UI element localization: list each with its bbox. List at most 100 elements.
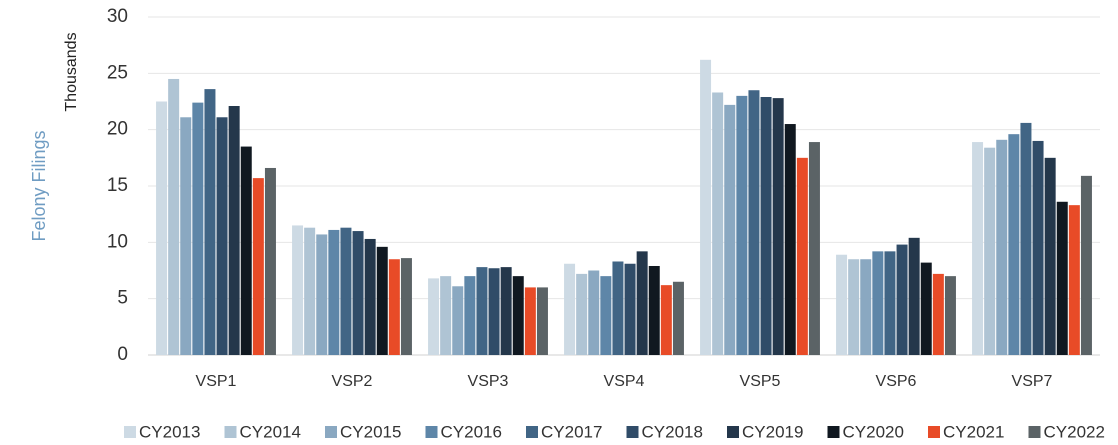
y-tick-label: 10 xyxy=(107,231,128,252)
legend-label: CY2016 xyxy=(441,422,502,441)
bar xyxy=(576,273,588,355)
bar xyxy=(760,96,772,355)
bar xyxy=(612,261,624,355)
bar xyxy=(724,104,736,355)
x-tick-label: VSP2 xyxy=(332,373,373,390)
legend-swatch xyxy=(124,426,136,438)
legend-swatch xyxy=(425,426,438,438)
bar xyxy=(376,246,388,355)
bar xyxy=(784,124,796,356)
legend-label: CY2013 xyxy=(139,422,200,441)
legend-swatch xyxy=(626,426,639,438)
bar xyxy=(476,267,488,355)
y-tick-label: 5 xyxy=(117,288,128,309)
bar xyxy=(872,251,884,355)
legend-label: CY2021 xyxy=(943,422,1004,441)
bar xyxy=(488,268,500,355)
legend-swatch xyxy=(727,426,739,438)
bar xyxy=(192,102,204,355)
bar xyxy=(352,231,364,355)
bar xyxy=(1020,122,1032,355)
legend-label: CY2022 xyxy=(1044,422,1105,441)
legend-label: CY2014 xyxy=(240,422,301,441)
bar xyxy=(304,227,316,355)
bar xyxy=(660,285,672,355)
bar xyxy=(524,287,536,355)
bar xyxy=(624,263,636,355)
y-tick-label: 25 xyxy=(107,62,128,83)
y-tick-label: 20 xyxy=(107,119,128,140)
bar xyxy=(736,95,748,355)
x-tick-label: VSP7 xyxy=(1012,373,1053,390)
bar xyxy=(1056,201,1068,355)
bar xyxy=(1068,205,1080,355)
legend-label: CY2019 xyxy=(742,422,803,441)
legend-swatch xyxy=(325,426,337,438)
bar xyxy=(932,273,944,355)
legend-label: CY2015 xyxy=(340,422,401,441)
bar xyxy=(600,276,612,355)
bar xyxy=(512,276,524,355)
bar xyxy=(1080,175,1092,355)
bar xyxy=(1008,134,1020,355)
bar xyxy=(328,229,340,355)
bar xyxy=(400,258,412,355)
legend-label: CY2020 xyxy=(843,422,904,441)
bar xyxy=(636,251,648,355)
bar xyxy=(252,178,264,355)
bar xyxy=(464,276,476,355)
bar xyxy=(216,117,228,355)
bar xyxy=(204,89,216,356)
bar xyxy=(340,227,352,355)
bar xyxy=(700,59,712,356)
bar xyxy=(860,259,872,355)
bar xyxy=(180,117,192,355)
legend-swatch xyxy=(928,426,940,438)
bar xyxy=(920,262,932,355)
x-tick-label: VSP4 xyxy=(604,373,645,390)
bar xyxy=(1044,157,1056,355)
bar xyxy=(748,90,760,355)
bar xyxy=(536,287,548,355)
bar xyxy=(808,142,820,355)
legend-swatch xyxy=(827,426,840,438)
y-axis-title: Felony Filings xyxy=(29,130,49,241)
y-tick-label: 0 xyxy=(117,344,128,365)
legend-swatch xyxy=(224,426,237,438)
legend-swatch xyxy=(1028,426,1041,438)
bar xyxy=(388,259,400,355)
x-tick-label: VSP6 xyxy=(876,373,917,390)
bar xyxy=(984,147,996,355)
bar xyxy=(364,238,376,355)
bar xyxy=(228,106,240,355)
bar xyxy=(564,263,576,355)
bar xyxy=(240,146,252,355)
legend-swatch xyxy=(526,426,538,438)
bar xyxy=(896,244,908,355)
bar xyxy=(908,237,920,355)
bar xyxy=(588,270,600,355)
bar xyxy=(452,286,464,355)
bar xyxy=(712,92,724,355)
unit-label: Thousands xyxy=(63,32,80,111)
bar xyxy=(156,101,168,355)
bar xyxy=(944,276,956,355)
bar xyxy=(772,98,784,356)
y-tick-label: 30 xyxy=(107,6,128,27)
bar xyxy=(972,142,984,355)
x-tick-label: VSP3 xyxy=(468,373,509,390)
bar xyxy=(264,167,276,355)
bar xyxy=(796,157,808,355)
bar xyxy=(996,139,1008,355)
y-tick-label: 15 xyxy=(107,175,128,196)
bar xyxy=(168,78,180,355)
x-tick-label: VSP1 xyxy=(196,373,237,390)
x-tick-label: VSP5 xyxy=(740,373,781,390)
bar xyxy=(440,276,452,355)
bar xyxy=(836,254,848,355)
bar xyxy=(672,281,684,355)
bar xyxy=(428,278,440,355)
bar xyxy=(648,265,660,355)
legend-label: CY2017 xyxy=(541,422,602,441)
